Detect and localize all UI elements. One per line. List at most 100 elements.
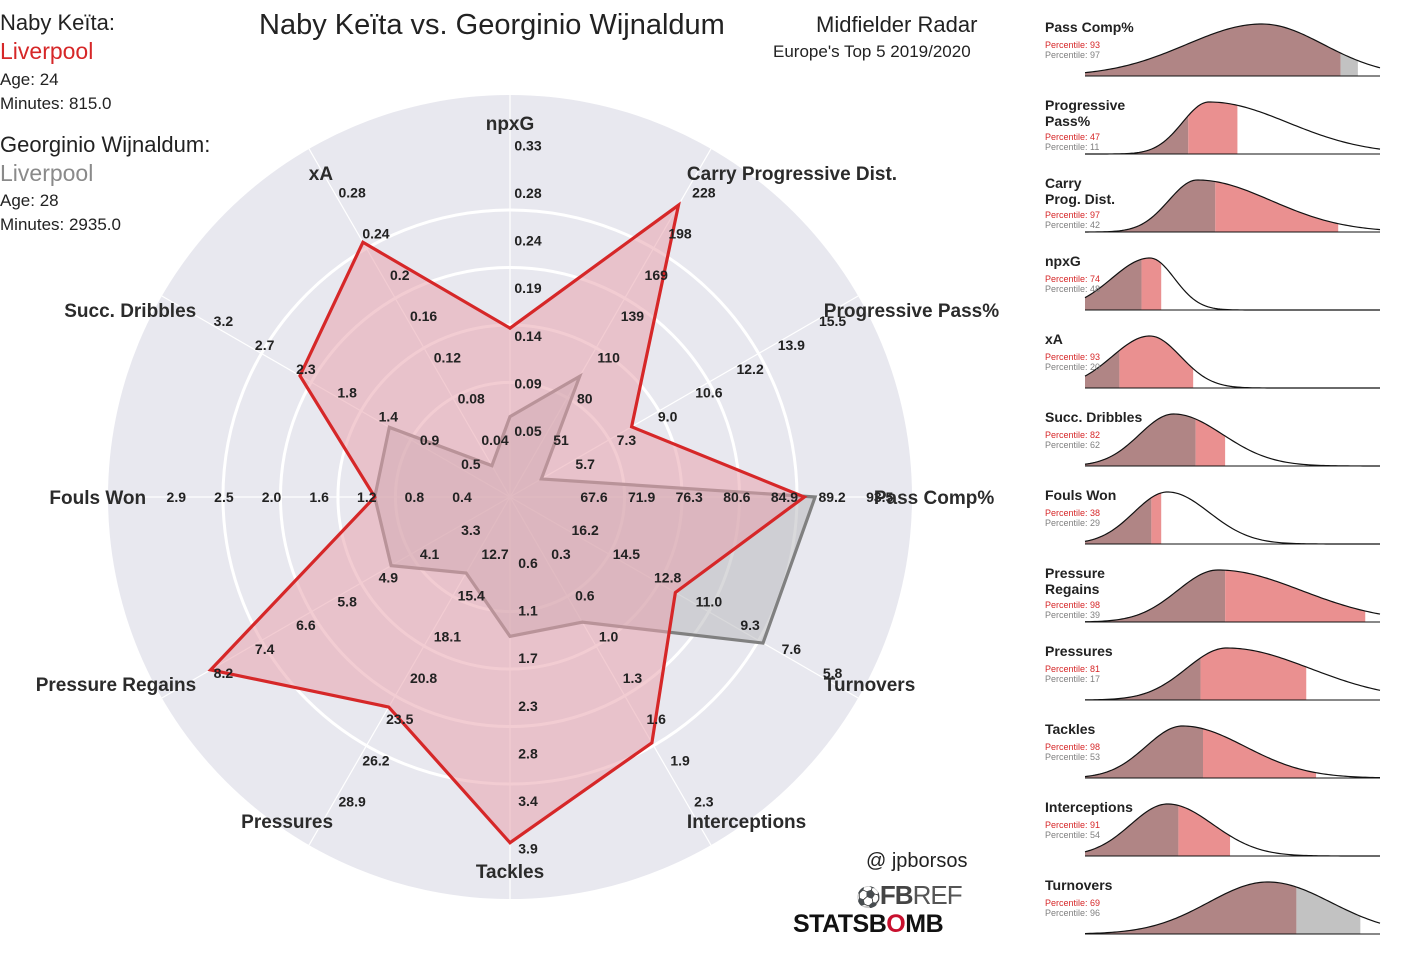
dist-1-p2: Percentile: 11	[1045, 142, 1099, 152]
dist-10-p1: Percentile: 91	[1045, 820, 1100, 830]
tick-label: 9.3	[740, 617, 760, 633]
tick-label: 0.14	[514, 328, 541, 344]
dist-0-p1: Percentile: 93	[1045, 40, 1100, 50]
tick-label: 93.5	[866, 489, 893, 505]
dist-1-curve	[1085, 101, 1381, 155]
tick-label: 12.8	[654, 570, 681, 586]
dist-8-overlap	[1085, 657, 1201, 700]
tick-label: 3.4	[518, 793, 538, 809]
dist-2-p1: Percentile: 97	[1045, 210, 1100, 220]
tick-label: 1.3	[623, 670, 643, 686]
tick-label: 1.6	[309, 489, 329, 505]
dist-7-label: Pressure	[1045, 565, 1105, 581]
axis-label-2: Progressive Pass%	[824, 301, 999, 322]
dist-6-p2: Percentile: 29	[1045, 518, 1100, 528]
dist-4-overlap	[1085, 350, 1120, 388]
tick-label: 0.28	[514, 185, 541, 201]
axis-label-1: Carry Progressive Dist.	[687, 164, 897, 185]
tick-label: 0.08	[458, 391, 485, 407]
tick-label: 5.8	[823, 665, 843, 681]
tick-label: 4.9	[379, 570, 399, 586]
dist-7-overlap	[1085, 570, 1226, 622]
tick-label: 228	[692, 184, 716, 200]
tick-label: 2.8	[518, 745, 538, 761]
axis-label-9: Fouls Won	[49, 488, 146, 509]
tick-label: 0.04	[481, 432, 508, 448]
dist-7-p1: Percentile: 98	[1045, 600, 1100, 610]
tick-label: 7.3	[617, 432, 637, 448]
dist-9-p1: Percentile: 98	[1045, 742, 1100, 752]
dist-0-overlap	[1085, 24, 1341, 76]
dist-10-p2: Percentile: 54	[1045, 830, 1100, 840]
tick-label: 0.19	[514, 280, 541, 296]
dist-11-label: Turnovers	[1045, 877, 1113, 893]
chart-title: Naby Keïta vs. Georginio Wijnaldum	[259, 9, 725, 41]
tick-label: 80.6	[723, 489, 750, 505]
tick-label: 110	[597, 349, 620, 365]
tick-label: 11.0	[696, 593, 723, 609]
dist-3-label: npxG	[1045, 253, 1081, 269]
fbref-ball-icon: ⚽	[856, 887, 881, 909]
dist-9-curve	[1084, 725, 1381, 779]
dist-11-p1: Percentile: 69	[1045, 898, 1100, 908]
tick-label: 2.5	[214, 489, 234, 505]
tick-label: 10.6	[695, 385, 722, 401]
dist-7-curve	[1084, 569, 1381, 623]
dist-7-label: Regains	[1045, 581, 1100, 597]
dist-0-curve	[1084, 23, 1381, 74]
dist-0-excess	[1340, 53, 1358, 76]
dist-5-label: Succ. Dribbles	[1045, 409, 1142, 425]
author-credit: @ jpborsos	[866, 850, 968, 872]
chart-subtitle: Midfielder Radar	[816, 12, 978, 37]
dist-3-p2: Percentile: 48	[1045, 284, 1100, 294]
dist-0-p2: Percentile: 97	[1045, 50, 1100, 60]
tick-label: 15.4	[458, 587, 485, 603]
dist-1-excess	[1188, 102, 1238, 154]
dist-3-excess	[1141, 258, 1162, 310]
dist-1-p1: Percentile: 47	[1045, 132, 1100, 142]
dist-4-p1: Percentile: 93	[1045, 352, 1100, 362]
tick-label: 0.12	[434, 349, 461, 365]
dist-6-label: Fouls Won	[1045, 487, 1116, 503]
tick-label: 3.9	[518, 841, 538, 857]
tick-label: 89.2	[818, 489, 845, 505]
tick-label: 20.8	[410, 670, 437, 686]
dist-9-overlap	[1085, 726, 1203, 778]
tick-label: 28.9	[339, 794, 366, 810]
radar-chart: 0.05 0.09 0.14 0.19 0.24 0.28 0.33 51 80 110 139 16…	[36, 95, 999, 899]
dist-2-excess	[1215, 181, 1339, 232]
tick-label: 9.0	[658, 408, 678, 424]
tick-label: 6.6	[296, 617, 316, 633]
fbref-logo: ⚽FBREF	[856, 880, 963, 910]
dist-8-curve	[1084, 647, 1381, 701]
tick-label: 3.3	[461, 522, 481, 538]
tick-label: 1.1	[518, 603, 538, 619]
tick-label: 198	[668, 226, 692, 242]
dist-10-excess	[1178, 805, 1231, 856]
player1-team: Liverpool	[0, 38, 94, 64]
tick-label: 7.4	[255, 641, 275, 657]
axis-label-6: Tackles	[476, 862, 544, 883]
tick-label: 67.6	[580, 489, 607, 505]
tick-label: 2.3	[518, 698, 538, 714]
statsbomb-logo: STATSBOMB	[793, 910, 944, 938]
tick-label: 15.5	[819, 313, 846, 329]
dist-10-label: Interceptions	[1045, 799, 1133, 815]
axis-label-0: npxG	[486, 114, 535, 135]
axis-label-5: Interceptions	[687, 812, 806, 833]
tick-label: 71.9	[628, 489, 655, 505]
tick-label: 84.9	[771, 489, 798, 505]
tick-label: 2.7	[255, 337, 275, 353]
tick-label: 0.05	[514, 423, 541, 439]
tick-label: 0.2	[390, 267, 410, 283]
tick-label: 13.9	[778, 337, 805, 353]
tick-label: 1.4	[379, 408, 399, 424]
dist-11-p2: Percentile: 96	[1045, 908, 1100, 918]
tick-label: 2.3	[694, 794, 714, 810]
dist-4-p2: Percentile: 20	[1045, 362, 1100, 372]
tick-label: 0.6	[575, 587, 595, 603]
tick-label: 3.2	[214, 313, 234, 329]
tick-label: 0.24	[362, 226, 389, 242]
dist-1-label: Progressive	[1045, 97, 1125, 113]
